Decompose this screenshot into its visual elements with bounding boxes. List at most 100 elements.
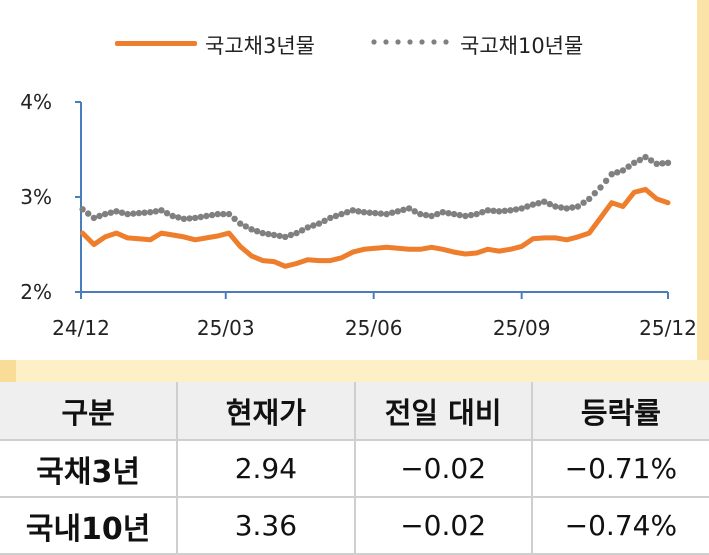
series-10y-point [248,226,255,233]
current-price-cell: 2.94 [176,439,356,498]
series-10y-point [113,208,120,215]
series-10y-point [344,209,351,216]
series-10y-point [101,210,109,218]
series-10y-point [197,213,204,221]
row-label: 국채3년 [0,439,179,498]
series-10y-point [276,232,283,240]
series-10y-points [79,153,672,241]
legend-swatch-3y [115,41,197,46]
series-10y-point [253,228,261,235]
series-10y-point [586,195,593,203]
series-10y-point [332,212,340,220]
series-10y-point [327,214,334,222]
series-10y-point [282,233,289,241]
series-10y-point [287,231,295,239]
series-10y-point [377,210,385,217]
series-10y-point [653,160,660,167]
series-10y-point [298,227,306,234]
right-accent-stripe [697,0,709,380]
series-10y-point [557,204,565,211]
daily-change-cell: −0.02 [353,496,533,555]
series-10y-point [175,214,182,221]
header-daily-change: 전일 대비 [353,382,533,441]
series-10y-point [659,160,666,167]
series-10y-point [265,230,272,238]
series-10y-point [372,209,379,217]
series-10y-point [96,212,103,220]
y-tick-label: 4% [20,90,52,114]
series-10y-point [445,210,452,217]
separator-band [0,360,709,382]
x-tick-label: 24/12 [52,316,110,340]
series-10y-point [237,220,244,227]
daily-change-cell: −0.02 [353,439,533,498]
series-10y-point [85,210,92,217]
legend-label-10y: 국고채10년물 [460,34,584,58]
series-10y-point [394,208,401,215]
series-10y-point [163,210,171,217]
legend-label-3y: 국고채3년물 [205,34,315,58]
series-10y-point [422,211,430,219]
series-10y-point [631,159,638,166]
chart-tick-labels: 4% 3% 2%24/12 25/03 25/06 25/09 25/12 [20,90,697,340]
series-10y-point [462,212,469,220]
series-10y-point [389,209,396,216]
series-10y-point [495,208,503,215]
row-label: 국내10년 [0,496,179,555]
series-10y-point [405,205,413,212]
x-tick-label: 25/09 [493,316,551,340]
series-10y-point [636,156,644,164]
series-10y-point [321,217,328,224]
series-10y-point [192,214,199,222]
table-header-row: 구분 현재가 전일 대비 등락률 [0,382,709,441]
table-row: 국채3년 2.94 −0.02 −0.71% [0,439,709,498]
legend-swatch-10y [368,39,454,45]
series-10y-point [456,211,463,219]
quote-table: 구분 현재가 전일 대비 등락률 국채3년 2.94 −0.02 −0.71% … [0,382,709,555]
series-10y-point [360,209,368,216]
series-10y-point [152,208,159,215]
series-10y-point [400,206,407,213]
series-10y-point [315,220,323,227]
series-10y-point [214,210,221,218]
series-10y-point [141,209,148,216]
change-rate-cell: −0.74% [530,496,709,555]
series-10y-point [574,203,582,210]
series-10y-point [439,209,446,216]
header-change-rate: 등락률 [530,382,709,441]
series-10y-point [608,171,615,178]
series-10y-point [355,208,362,215]
series-10y-point [338,210,345,218]
chart-series [79,153,672,269]
x-tick-label: 25/12 [639,316,697,340]
series-10y-point [529,201,537,208]
series-10y-point [259,229,266,237]
series-10y-point [411,208,418,215]
series-10y-point [541,198,548,205]
series-10y-point [124,210,131,218]
series-10y-point [135,209,143,217]
series-10y-point [619,167,627,174]
current-price-cell: 3.36 [176,496,356,555]
series-10y-point [79,206,86,213]
series-line-3y [80,186,671,269]
table-row: 국내10년 3.36 −0.02 −0.74% [0,496,709,555]
chart-legend: 국고채3년물 국고채10년물 [0,30,709,60]
series-10y-point [428,212,435,220]
header-current-price: 현재가 [176,382,356,441]
series-10y-point [563,205,570,212]
series-10y-point [242,223,249,230]
series-10y-point [147,209,154,216]
series-10y-point [203,212,210,220]
header-category: 구분 [0,382,179,441]
series-10y-point [546,200,553,208]
series-10y-point [664,159,672,166]
series-10y-point [642,153,649,161]
series-10y-point [225,210,233,218]
series-10y-point [524,203,531,210]
series-10y-point [479,209,486,216]
series-10y-point [484,207,492,214]
series-10y-point [220,210,227,218]
series-10y-point [417,210,424,218]
series-10y-point [130,210,137,217]
